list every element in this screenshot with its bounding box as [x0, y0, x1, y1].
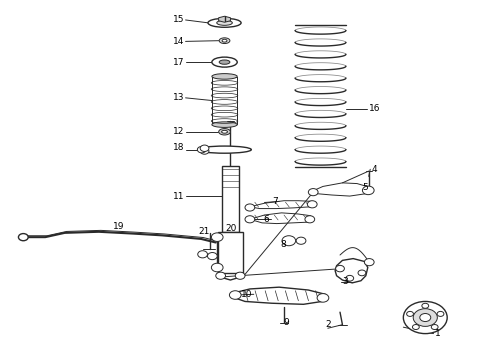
Circle shape	[413, 324, 419, 329]
Text: 5: 5	[362, 183, 368, 192]
Text: 7: 7	[272, 197, 278, 206]
Circle shape	[200, 148, 209, 154]
Circle shape	[197, 147, 206, 153]
Ellipse shape	[212, 122, 237, 127]
Text: 18: 18	[172, 143, 184, 152]
Ellipse shape	[212, 57, 237, 67]
Circle shape	[211, 263, 223, 272]
Circle shape	[308, 189, 318, 196]
Text: 13: 13	[172, 93, 184, 102]
Polygon shape	[219, 16, 230, 22]
Polygon shape	[218, 232, 243, 273]
Polygon shape	[250, 213, 311, 224]
Circle shape	[363, 186, 374, 195]
Circle shape	[245, 204, 255, 211]
Circle shape	[198, 251, 207, 258]
Text: 2: 2	[325, 320, 331, 329]
Text: 19: 19	[113, 222, 124, 231]
Circle shape	[19, 234, 28, 241]
Circle shape	[282, 236, 295, 246]
Text: 3: 3	[343, 277, 348, 286]
Text: 11: 11	[172, 192, 184, 201]
Circle shape	[358, 270, 366, 276]
Text: 16: 16	[369, 104, 381, 113]
Text: 21: 21	[198, 227, 209, 236]
Circle shape	[403, 301, 447, 334]
Text: 6: 6	[264, 215, 270, 224]
Text: 20: 20	[225, 224, 237, 233]
Ellipse shape	[208, 18, 241, 27]
Circle shape	[346, 275, 354, 281]
Polygon shape	[335, 258, 368, 283]
Ellipse shape	[212, 73, 237, 79]
Circle shape	[200, 145, 209, 152]
Text: 1: 1	[435, 329, 441, 338]
Text: 8: 8	[281, 240, 287, 249]
Polygon shape	[313, 183, 369, 196]
Polygon shape	[212, 77, 237, 124]
Circle shape	[336, 265, 344, 272]
Circle shape	[431, 324, 438, 329]
Circle shape	[407, 311, 414, 316]
Circle shape	[317, 294, 329, 302]
Ellipse shape	[198, 146, 251, 153]
Polygon shape	[221, 166, 239, 232]
Polygon shape	[250, 201, 313, 208]
Text: 17: 17	[172, 58, 184, 67]
Circle shape	[296, 237, 306, 244]
Circle shape	[207, 252, 217, 260]
Text: 9: 9	[284, 318, 289, 327]
Circle shape	[235, 272, 245, 279]
Circle shape	[365, 258, 374, 266]
Text: 4: 4	[372, 165, 377, 174]
Circle shape	[305, 216, 315, 223]
Circle shape	[413, 309, 438, 327]
Text: 15: 15	[172, 15, 184, 24]
Ellipse shape	[217, 20, 232, 25]
Circle shape	[422, 303, 429, 308]
Circle shape	[229, 291, 241, 299]
Text: 14: 14	[172, 37, 184, 46]
Circle shape	[245, 216, 255, 223]
Ellipse shape	[222, 39, 227, 42]
Ellipse shape	[221, 130, 227, 133]
Circle shape	[437, 311, 444, 316]
Circle shape	[211, 233, 223, 242]
Text: 10: 10	[241, 290, 252, 299]
Circle shape	[307, 201, 317, 208]
Circle shape	[216, 272, 225, 279]
Ellipse shape	[219, 129, 230, 135]
Circle shape	[420, 314, 431, 321]
Text: 12: 12	[172, 127, 184, 136]
Ellipse shape	[219, 60, 230, 64]
Ellipse shape	[219, 38, 230, 44]
Polygon shape	[233, 287, 325, 304]
